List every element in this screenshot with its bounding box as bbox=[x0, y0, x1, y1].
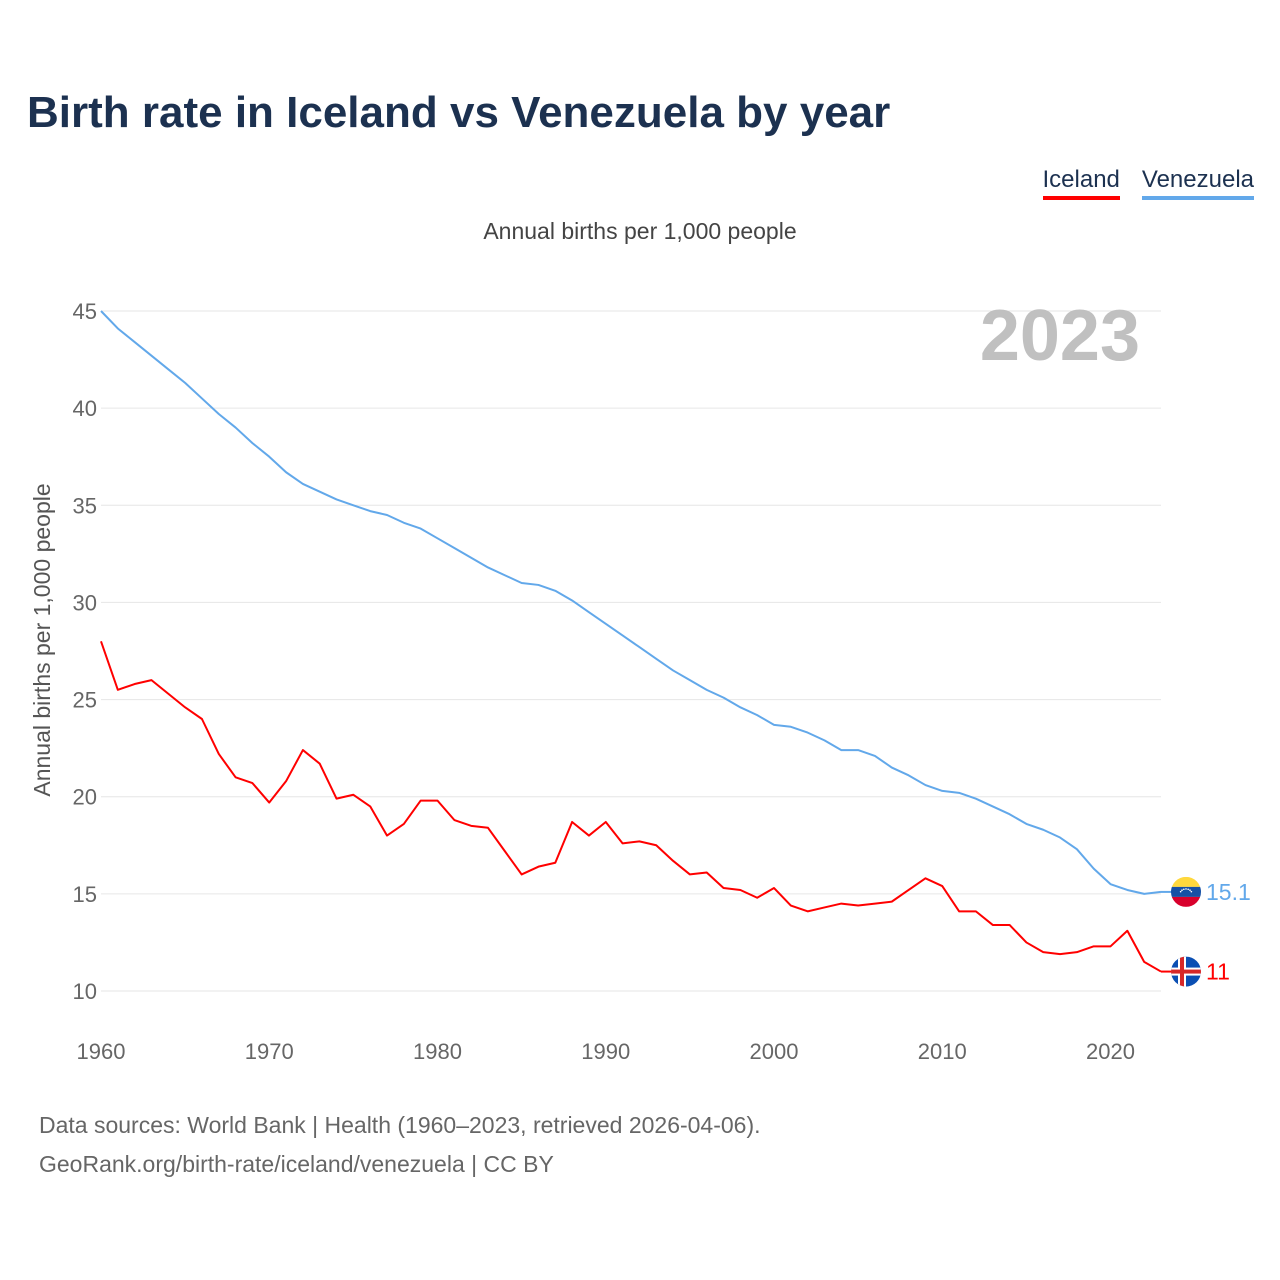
x-tick-label: 1960 bbox=[77, 1039, 126, 1064]
source-note: Data sources: World Bank | Health (1960–… bbox=[39, 1106, 761, 1184]
y-tick-label: 10 bbox=[73, 979, 97, 1004]
y-axis-label: Annual births per 1,000 people bbox=[29, 483, 55, 796]
y-tick-label: 35 bbox=[73, 493, 97, 518]
y-tick-label: 30 bbox=[73, 590, 97, 615]
legend: Iceland Venezuela bbox=[1042, 166, 1254, 200]
x-tick-label: 2000 bbox=[750, 1039, 799, 1064]
iceland-flag-icon bbox=[1171, 956, 1201, 987]
series-line-venezuela bbox=[100, 310, 1162, 895]
source-line-2[interactable]: GeoRank.org/birth-rate/iceland/venezuela… bbox=[39, 1151, 554, 1177]
y-tick-label: 20 bbox=[73, 785, 97, 810]
y-tick-label: 25 bbox=[73, 688, 97, 713]
x-tick-label: 1970 bbox=[245, 1039, 294, 1064]
chart-title: Birth rate in Iceland vs Venezuela by ye… bbox=[27, 88, 891, 137]
x-tick-label: 2010 bbox=[918, 1039, 967, 1064]
y-tick-label: 15 bbox=[73, 882, 97, 907]
end-value-label: 15.1 bbox=[1206, 879, 1251, 905]
x-tick-label: 1980 bbox=[413, 1039, 462, 1064]
legend-item-venezuela[interactable]: Venezuela bbox=[1141, 166, 1254, 200]
y-tick-label: 45 bbox=[73, 299, 97, 324]
venezuela-flag-icon bbox=[1171, 876, 1201, 907]
source-line-1: Data sources: World Bank | Health (1960–… bbox=[39, 1112, 761, 1138]
legend-item-iceland[interactable]: Iceland bbox=[1042, 166, 1120, 200]
year-watermark: 2023 bbox=[980, 296, 1140, 376]
chart-subtitle: Annual births per 1,000 people bbox=[483, 218, 797, 244]
end-value-label: 11 bbox=[1206, 959, 1230, 985]
y-tick-label: 40 bbox=[73, 396, 97, 421]
x-tick-label: 2020 bbox=[1086, 1039, 1135, 1064]
x-tick-label: 1990 bbox=[581, 1039, 630, 1064]
series-line-iceland bbox=[100, 640, 1162, 973]
